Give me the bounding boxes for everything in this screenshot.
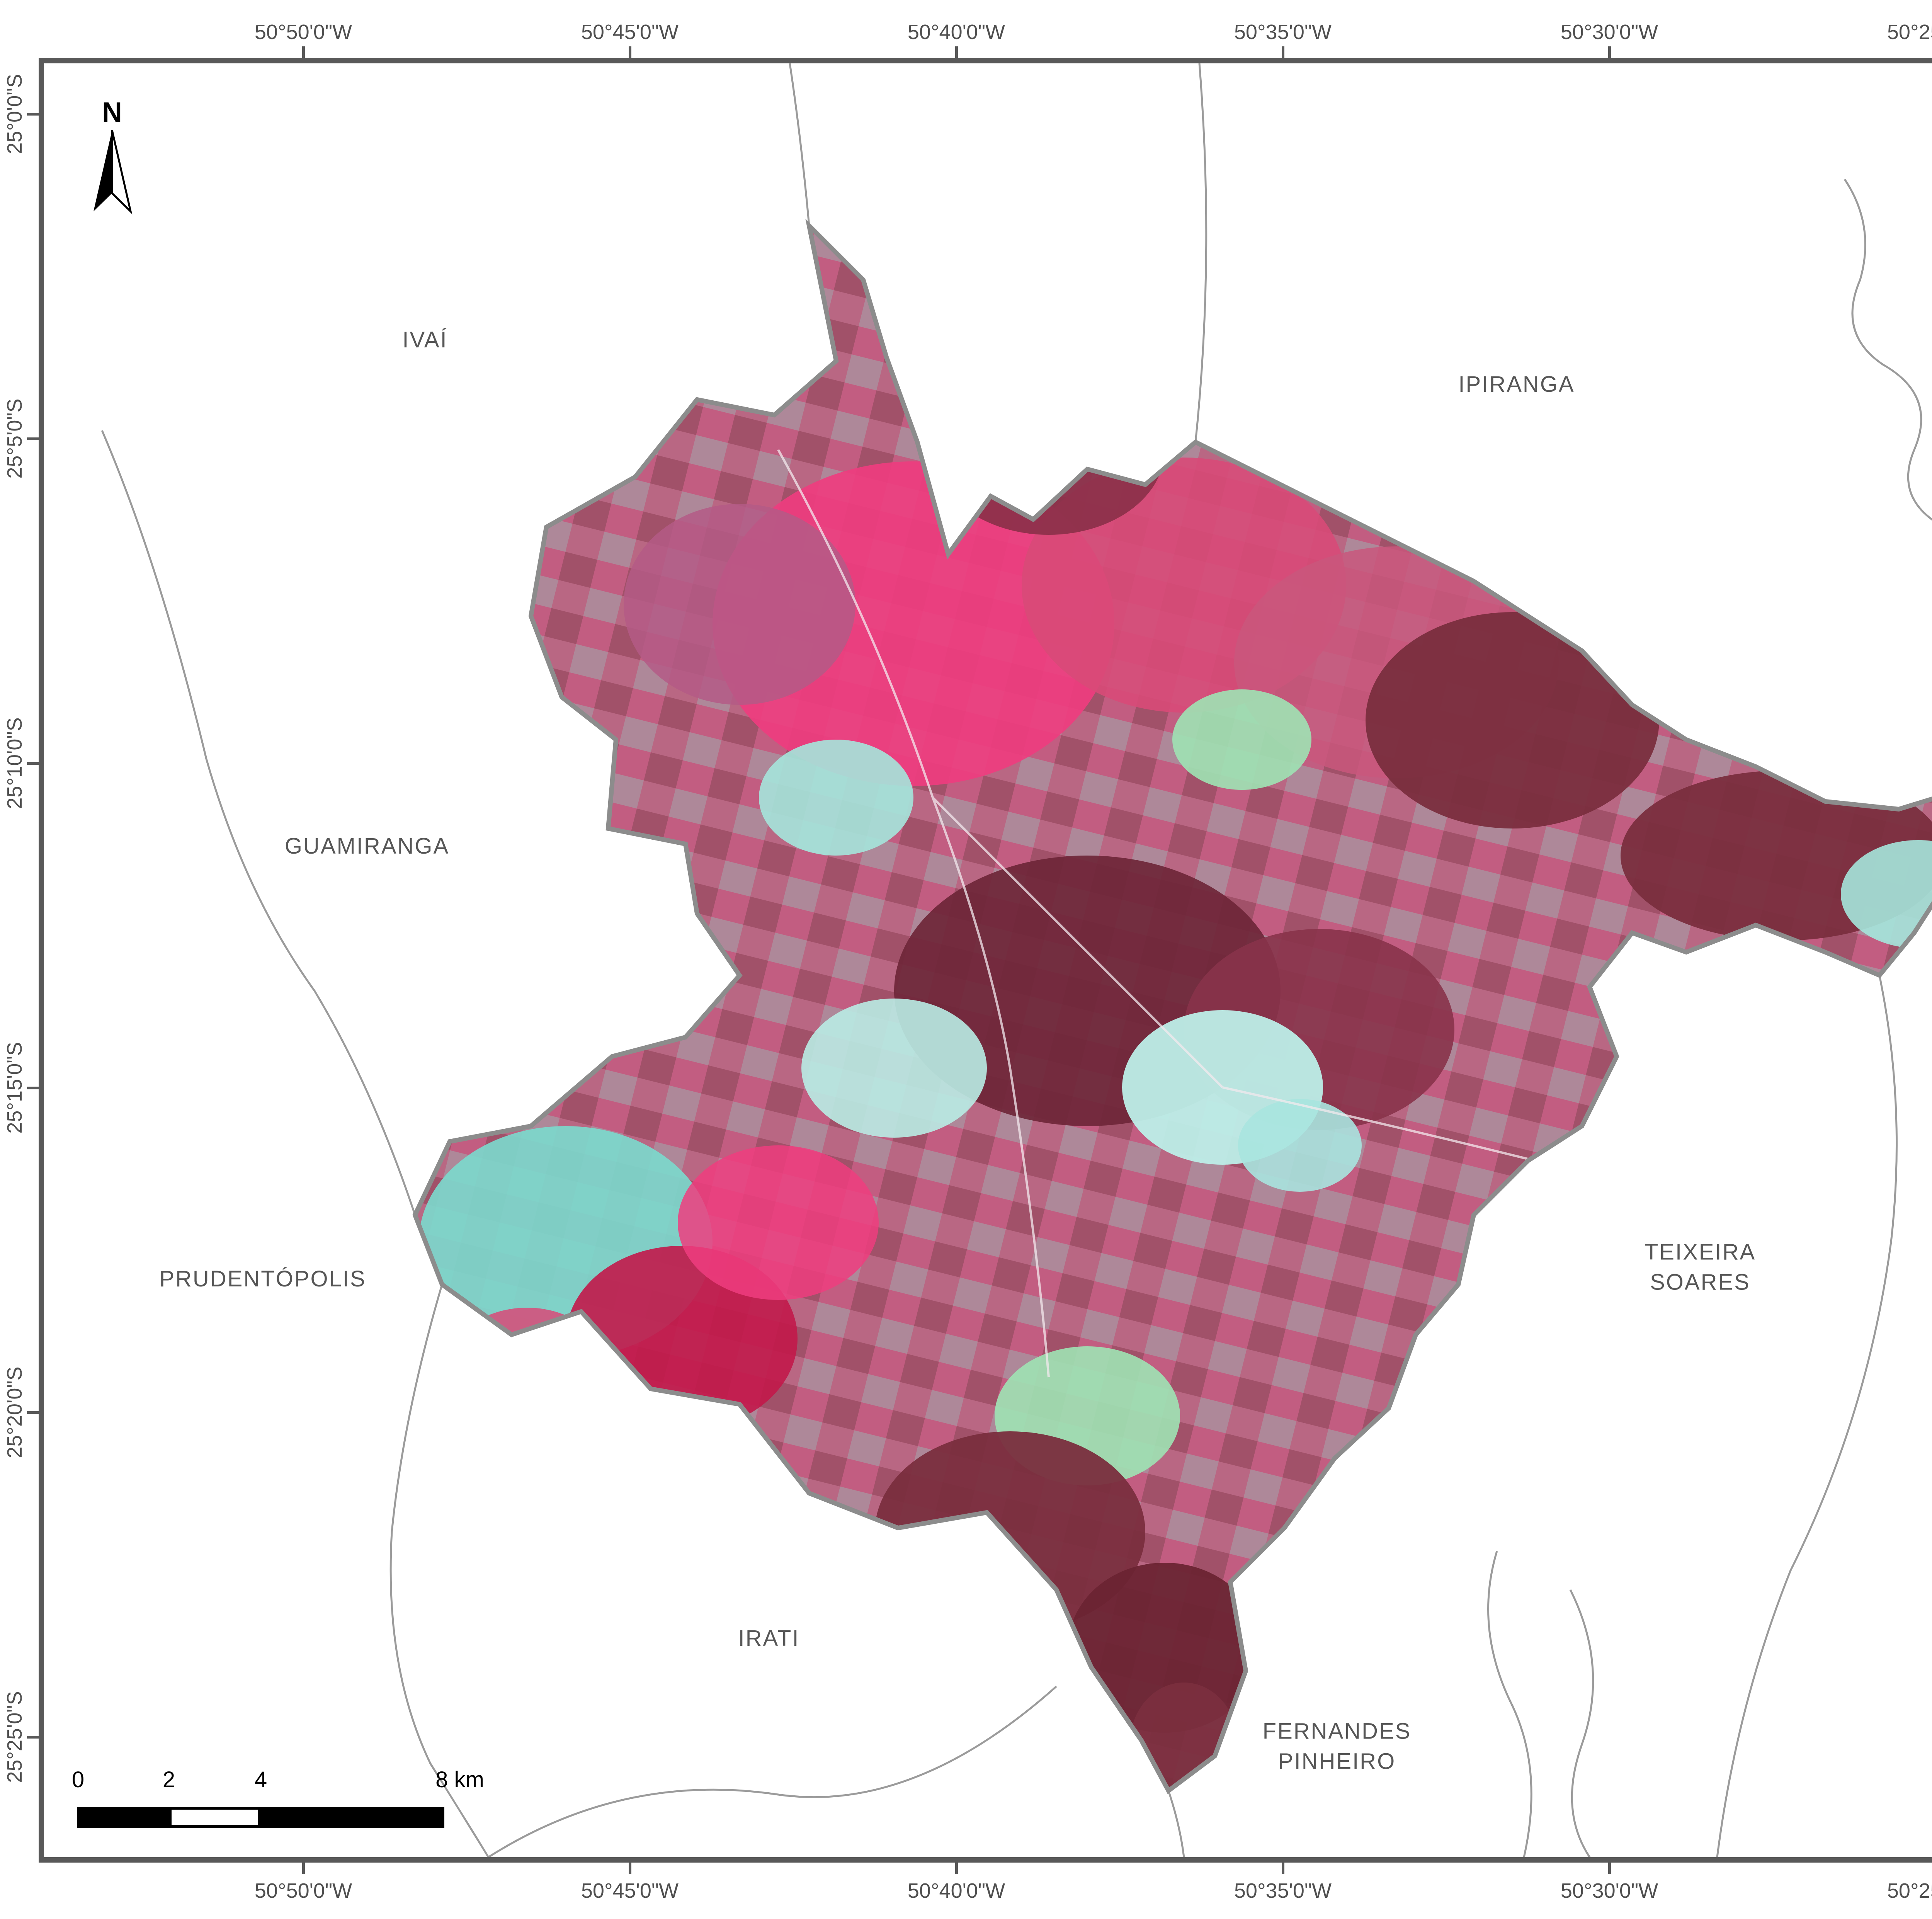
scalebar-segment [77,1807,169,1828]
lat-label: 25°20'0"S [3,1366,26,1458]
neighbor-label-ivai: IVAÍ [402,327,448,352]
tick-left [27,1087,39,1089]
tick-top [955,46,958,58]
neighbor-label-irati: IRATI [738,1625,800,1651]
lon-label-bottom: 50°30'0"W [1560,1879,1658,1902]
neighbor-label-prudentopolis: PRUDENTÓPOLIS [159,1266,366,1291]
lon-label-top: 50°35'0"W [1234,20,1332,44]
neighbor-boundaries [101,63,1932,1857]
tick-left [27,1411,39,1414]
tick-left [27,762,39,765]
tick-bottom [1608,1863,1611,1874]
tick-bottom [1282,1863,1284,1874]
tick-bottom [955,1863,958,1874]
tick-left [27,437,39,440]
lat-label: 25°10'0"S [3,717,26,809]
tick-left [27,113,39,116]
municipality-boundary [412,218,1932,1794]
neighbor-label-teixeira-soares: TEIXEIRA SOARES [1644,1239,1756,1295]
scalebar-segment [261,1807,444,1828]
lat-label: 25°25'0"S [3,1691,26,1783]
lat-label: 25°15'0"S [3,1042,26,1134]
tick-top [302,46,305,58]
lon-label-top: 50°25'0"W [1887,20,1932,44]
scalebar-label-8km: 8 km [435,1767,484,1792]
tick-bottom [302,1863,305,1874]
scalebar-segment [169,1807,261,1828]
tick-left [27,1736,39,1739]
north-arrow-icon [94,130,133,214]
lon-label-top: 50°40'0"W [907,20,1005,44]
lon-label-bottom: 50°25'0"W [1887,1879,1932,1902]
municipality-raster [415,226,1932,1791]
neighbor-label-guamiranga: GUAMIRANGA [284,833,450,859]
tick-top [1608,46,1611,58]
scalebar-label-0: 0 [71,1767,85,1792]
lon-label-top: 50°45'0"W [581,20,679,44]
map-canvas [101,63,1932,1857]
lon-label-top: 50°50'0"W [254,20,352,44]
lon-label-top: 50°30'0"W [1560,20,1658,44]
lat-label: 25°0'0"S [3,74,26,154]
tick-top [1282,46,1284,58]
neighbor-label-ipiranga: IPIRANGA [1458,371,1575,397]
north-label: N [102,97,122,128]
scalebar-label-2: 2 [162,1767,175,1792]
scalebar-label-4: 4 [254,1767,267,1792]
lat-label: 25°5'0"S [3,398,26,479]
lon-label-bottom: 50°50'0"W [254,1879,352,1902]
lon-label-bottom: 50°45'0"W [581,1879,679,1902]
north-arrow: N [87,97,137,219]
lon-label-bottom: 50°40'0"W [907,1879,1005,1902]
neighbor-label-fernandes-pinheiro: FERNANDES PINHEIRO [1262,1718,1412,1774]
tick-top [629,46,631,58]
lon-label-bottom: 50°35'0"W [1234,1879,1332,1902]
tick-bottom [629,1863,631,1874]
